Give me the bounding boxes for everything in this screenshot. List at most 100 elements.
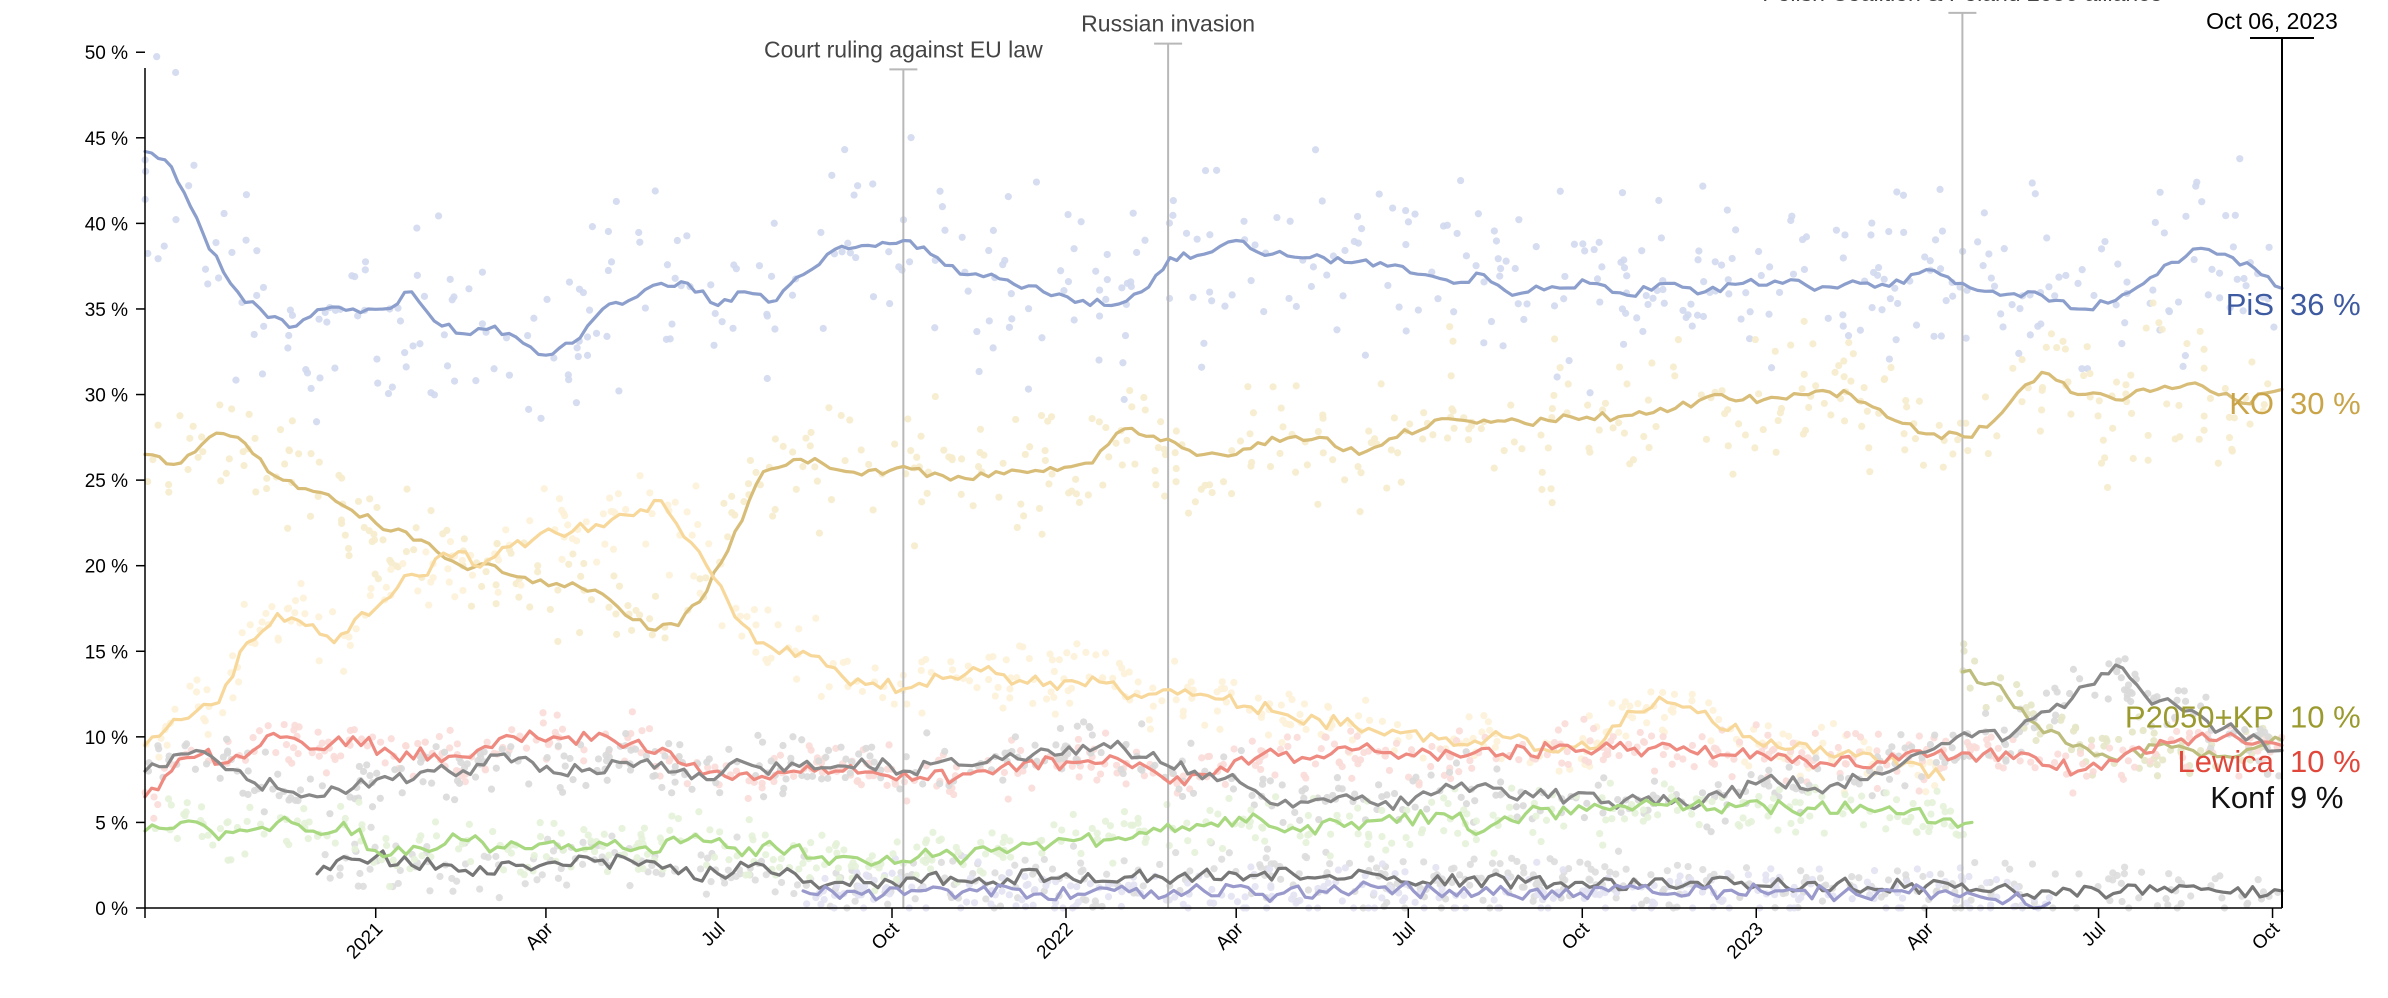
poll-dot bbox=[1277, 404, 1285, 412]
poll-dot bbox=[2006, 865, 2014, 873]
poll-dot bbox=[1218, 855, 1226, 863]
poll-dot bbox=[903, 797, 911, 805]
poll-dot bbox=[1759, 425, 1767, 434]
poll-dot bbox=[185, 182, 193, 190]
poll-dot bbox=[468, 571, 477, 579]
poll-dot bbox=[1208, 297, 1216, 305]
poll-dot bbox=[2027, 758, 2035, 766]
poll-dot bbox=[1583, 799, 1591, 807]
poll-dot bbox=[2233, 275, 2241, 283]
poll-dot bbox=[1018, 896, 1026, 904]
poll-dot bbox=[807, 428, 815, 437]
poll-dot bbox=[1319, 411, 1327, 419]
poll-dot bbox=[344, 544, 353, 553]
poll-dot bbox=[1674, 336, 1682, 344]
poll-dot bbox=[1519, 802, 1527, 810]
poll-dot bbox=[1382, 846, 1390, 854]
poll-dot bbox=[1493, 737, 1501, 746]
poll-dot bbox=[716, 789, 724, 797]
poll-dot bbox=[558, 725, 567, 733]
poll-dot bbox=[1996, 674, 2005, 682]
poll-dot bbox=[371, 570, 379, 578]
poll-dot bbox=[1623, 272, 1631, 280]
poll-dot bbox=[549, 847, 558, 855]
poll-dot bbox=[1377, 380, 1385, 388]
poll-dot bbox=[1206, 231, 1214, 239]
poll-dot bbox=[478, 582, 486, 591]
poll-dot bbox=[1292, 302, 1300, 311]
poll-dot bbox=[1189, 789, 1198, 797]
poll-dot bbox=[255, 727, 264, 735]
poll-dot bbox=[771, 888, 779, 896]
poll-dot bbox=[1419, 435, 1427, 443]
poll-dot bbox=[2095, 397, 2103, 405]
poll-dot bbox=[1797, 816, 1805, 825]
poll-dot bbox=[1348, 774, 1356, 782]
poll-dot bbox=[1319, 449, 1327, 457]
event-label-polish-coalition-poland-2050-alliance: Polish Coalition & Poland 2050 alliance bbox=[1762, 0, 2162, 6]
poll-dot bbox=[1490, 227, 1498, 235]
poll-dot bbox=[2175, 401, 2183, 410]
poll-dot bbox=[472, 377, 480, 385]
poll-dot bbox=[2214, 459, 2222, 467]
poll-dot bbox=[307, 384, 315, 393]
poll-dot bbox=[885, 741, 893, 749]
poll-dot bbox=[759, 793, 768, 801]
poll-dot bbox=[212, 238, 220, 247]
poll-dot bbox=[1599, 841, 1607, 849]
poll-dot bbox=[1987, 274, 1995, 282]
poll-dot bbox=[891, 780, 899, 788]
poll-dot bbox=[1052, 878, 1060, 886]
poll-dot bbox=[1650, 767, 1659, 775]
poll-dot bbox=[357, 735, 366, 743]
poll-dot bbox=[1971, 657, 1979, 665]
poll-dot bbox=[1092, 651, 1100, 659]
poll-dot bbox=[1690, 763, 1698, 771]
poll-dot bbox=[172, 216, 180, 224]
poll-dot bbox=[190, 161, 198, 169]
poll-dot bbox=[1581, 247, 1589, 255]
poll-dot bbox=[1390, 414, 1398, 422]
poll-dot bbox=[1120, 395, 1128, 404]
poll-dot bbox=[1912, 828, 1921, 836]
poll-dot bbox=[229, 652, 237, 660]
poll-dot bbox=[1970, 743, 1978, 751]
end-label-pis: PiS bbox=[2226, 287, 2274, 322]
poll-dot bbox=[835, 874, 843, 883]
poll-dot bbox=[1383, 898, 1391, 907]
poll-dot bbox=[471, 773, 480, 781]
poll-dot bbox=[825, 683, 833, 691]
poll-dot bbox=[1093, 835, 1102, 843]
poll-dot bbox=[1789, 270, 1798, 278]
poll-dot bbox=[1700, 278, 1708, 286]
poll-dot bbox=[1361, 351, 1370, 359]
poll-dot bbox=[2059, 337, 2067, 345]
poll-dot bbox=[949, 857, 957, 865]
poll-dot bbox=[1939, 463, 1947, 471]
poll-dot bbox=[366, 865, 374, 873]
poll-dot bbox=[144, 249, 152, 258]
poll-dot bbox=[918, 709, 926, 717]
poll-dot bbox=[1044, 417, 1052, 425]
poll-dot bbox=[1450, 308, 1458, 316]
poll-dot bbox=[1378, 806, 1386, 815]
poll-dot bbox=[224, 747, 232, 755]
poll-dot bbox=[2123, 278, 2131, 286]
poll-dot bbox=[974, 463, 983, 471]
poll-dot bbox=[1129, 209, 1137, 217]
poll-dot bbox=[1874, 730, 1883, 738]
poll-dot bbox=[520, 870, 528, 879]
poll-dot bbox=[1744, 871, 1752, 879]
poll-dot bbox=[1486, 726, 1494, 734]
poll-dot bbox=[1952, 896, 1961, 904]
poll-dot bbox=[1707, 828, 1715, 836]
poll-dot bbox=[1926, 870, 1934, 879]
poll-dot bbox=[665, 571, 673, 579]
poll-dot bbox=[1865, 745, 1873, 754]
poll-dot bbox=[2259, 293, 2267, 301]
poll-dot bbox=[863, 872, 871, 880]
poll-dot bbox=[1741, 431, 1750, 439]
poll-dot bbox=[1596, 298, 1604, 306]
poll-dot bbox=[1555, 767, 1563, 775]
poll-dot bbox=[1751, 335, 1759, 344]
